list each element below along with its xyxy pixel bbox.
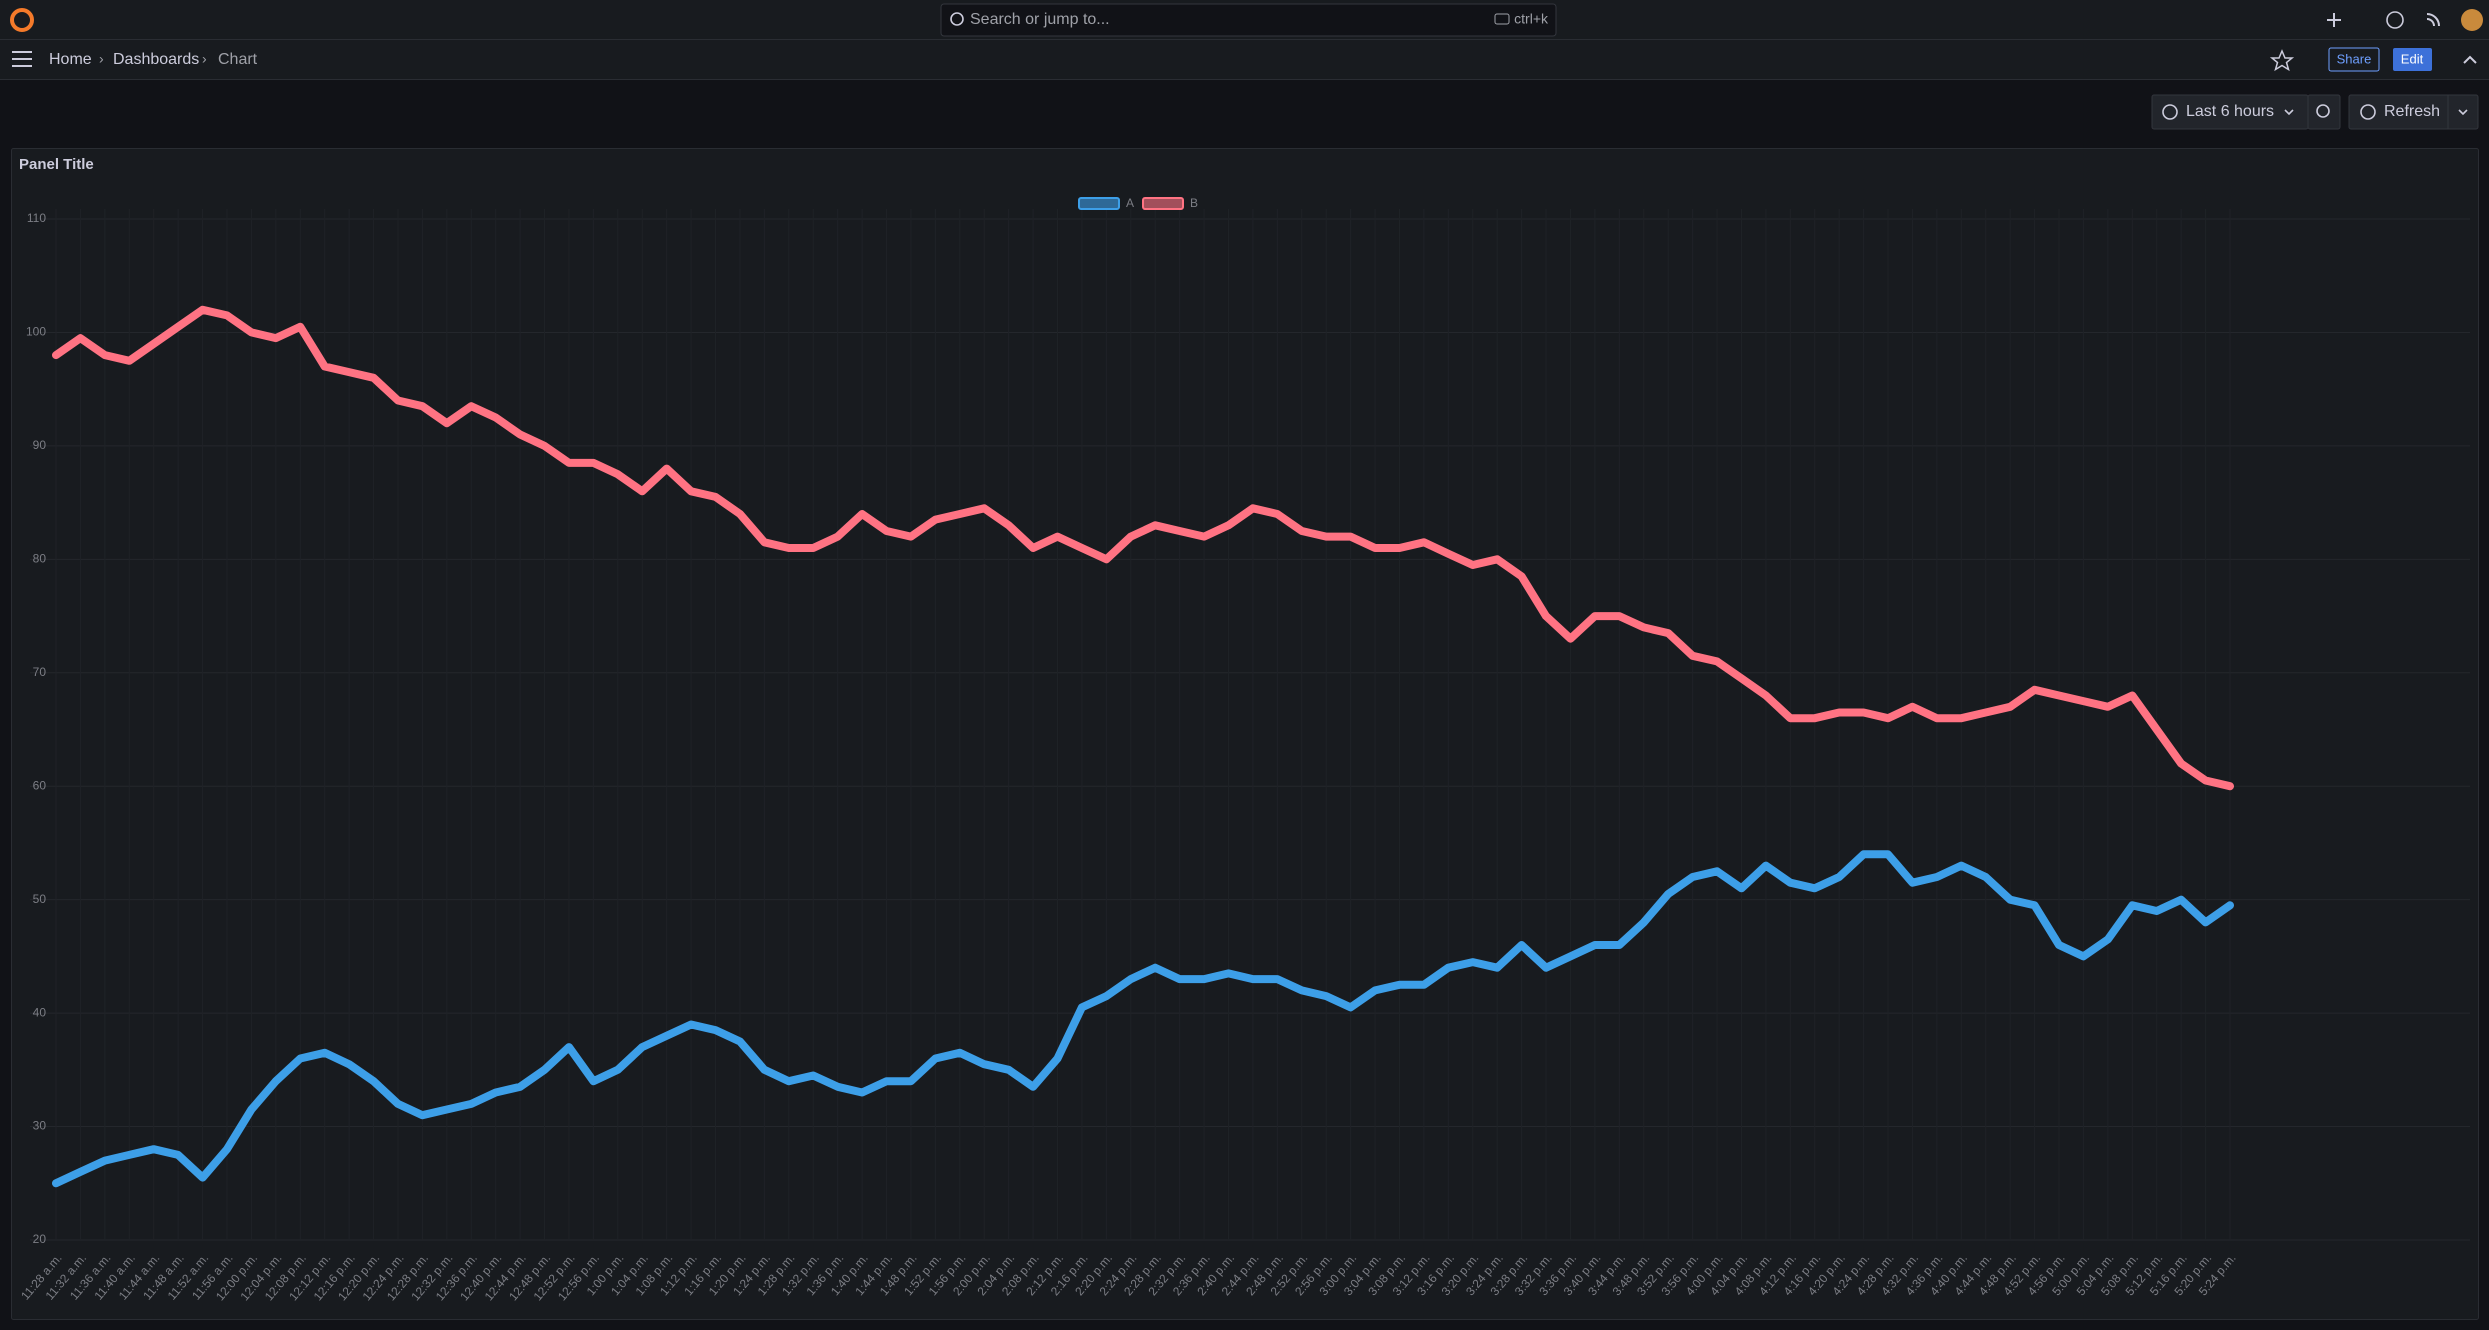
- refresh-label: Refresh: [2384, 103, 2440, 120]
- news-icon[interactable]: [2426, 13, 2440, 27]
- legend-swatch: [1078, 197, 1120, 210]
- clock-icon: [2162, 104, 2178, 120]
- time-range: Last 6 hours: [2186, 103, 2274, 120]
- chevron[interactable]: [2458, 109, 2468, 116]
- help-icon[interactable]: [2386, 11, 2404, 29]
- shortcut: ctrl+k: [1514, 11, 1549, 27]
- keyboard-icon: [1494, 13, 1510, 25]
- search-placeholder: Search or jump to...: [970, 11, 1110, 28]
- y-tick-label: 100: [26, 325, 46, 339]
- y-tick-label: 90: [33, 438, 47, 452]
- refresh-icon: [2360, 104, 2376, 120]
- breadcrumb[interactable]: Home: [49, 51, 92, 68]
- y-tick-label: 70: [33, 665, 47, 679]
- avatar[interactable]: [2461, 9, 2483, 31]
- y-tick-label: 110: [27, 211, 46, 225]
- edit-label: Edit: [2401, 51, 2424, 66]
- breadcrumb-sep: ›: [99, 51, 104, 67]
- legend-label: B: [1190, 196, 1198, 210]
- logo[interactable]: [10, 8, 34, 32]
- breadcrumb[interactable]: Dashboards: [113, 51, 199, 68]
- edit-button[interactable]: [2393, 48, 2432, 71]
- share-label: Share: [2337, 51, 2372, 66]
- menu-icon[interactable]: [12, 51, 32, 67]
- y-tick-label: 50: [33, 892, 47, 906]
- y-tick-label: 80: [33, 552, 47, 566]
- panel-title: Panel Title: [19, 156, 94, 173]
- search-icon: [950, 12, 964, 26]
- share-button[interactable]: [2328, 47, 2380, 72]
- y-tick-label: 40: [33, 1005, 47, 1019]
- chevron: [2284, 109, 2294, 116]
- collapse-icon[interactable]: [2463, 55, 2477, 64]
- series-line: [52, 305, 2234, 791]
- series-line: [52, 850, 2234, 1188]
- refresh-button[interactable]: [2348, 94, 2479, 130]
- breadcrumb: Chart: [218, 51, 258, 68]
- add-icon[interactable]: [2327, 13, 2341, 27]
- y-tick-label: 30: [33, 1119, 47, 1133]
- star-icon[interactable]: [2269, 49, 2295, 72]
- search-box[interactable]: [940, 3, 1557, 37]
- y-tick-label: 60: [33, 778, 47, 792]
- breadcrumb-sep: ›: [202, 51, 207, 67]
- zoom-icon: [2316, 104, 2330, 118]
- legend-label: A: [1126, 196, 1134, 210]
- legend-swatch: [1142, 197, 1184, 210]
- zoom-button[interactable]: [2307, 94, 2341, 130]
- y-tick-label: 20: [33, 1232, 47, 1246]
- panel: [11, 148, 2479, 1320]
